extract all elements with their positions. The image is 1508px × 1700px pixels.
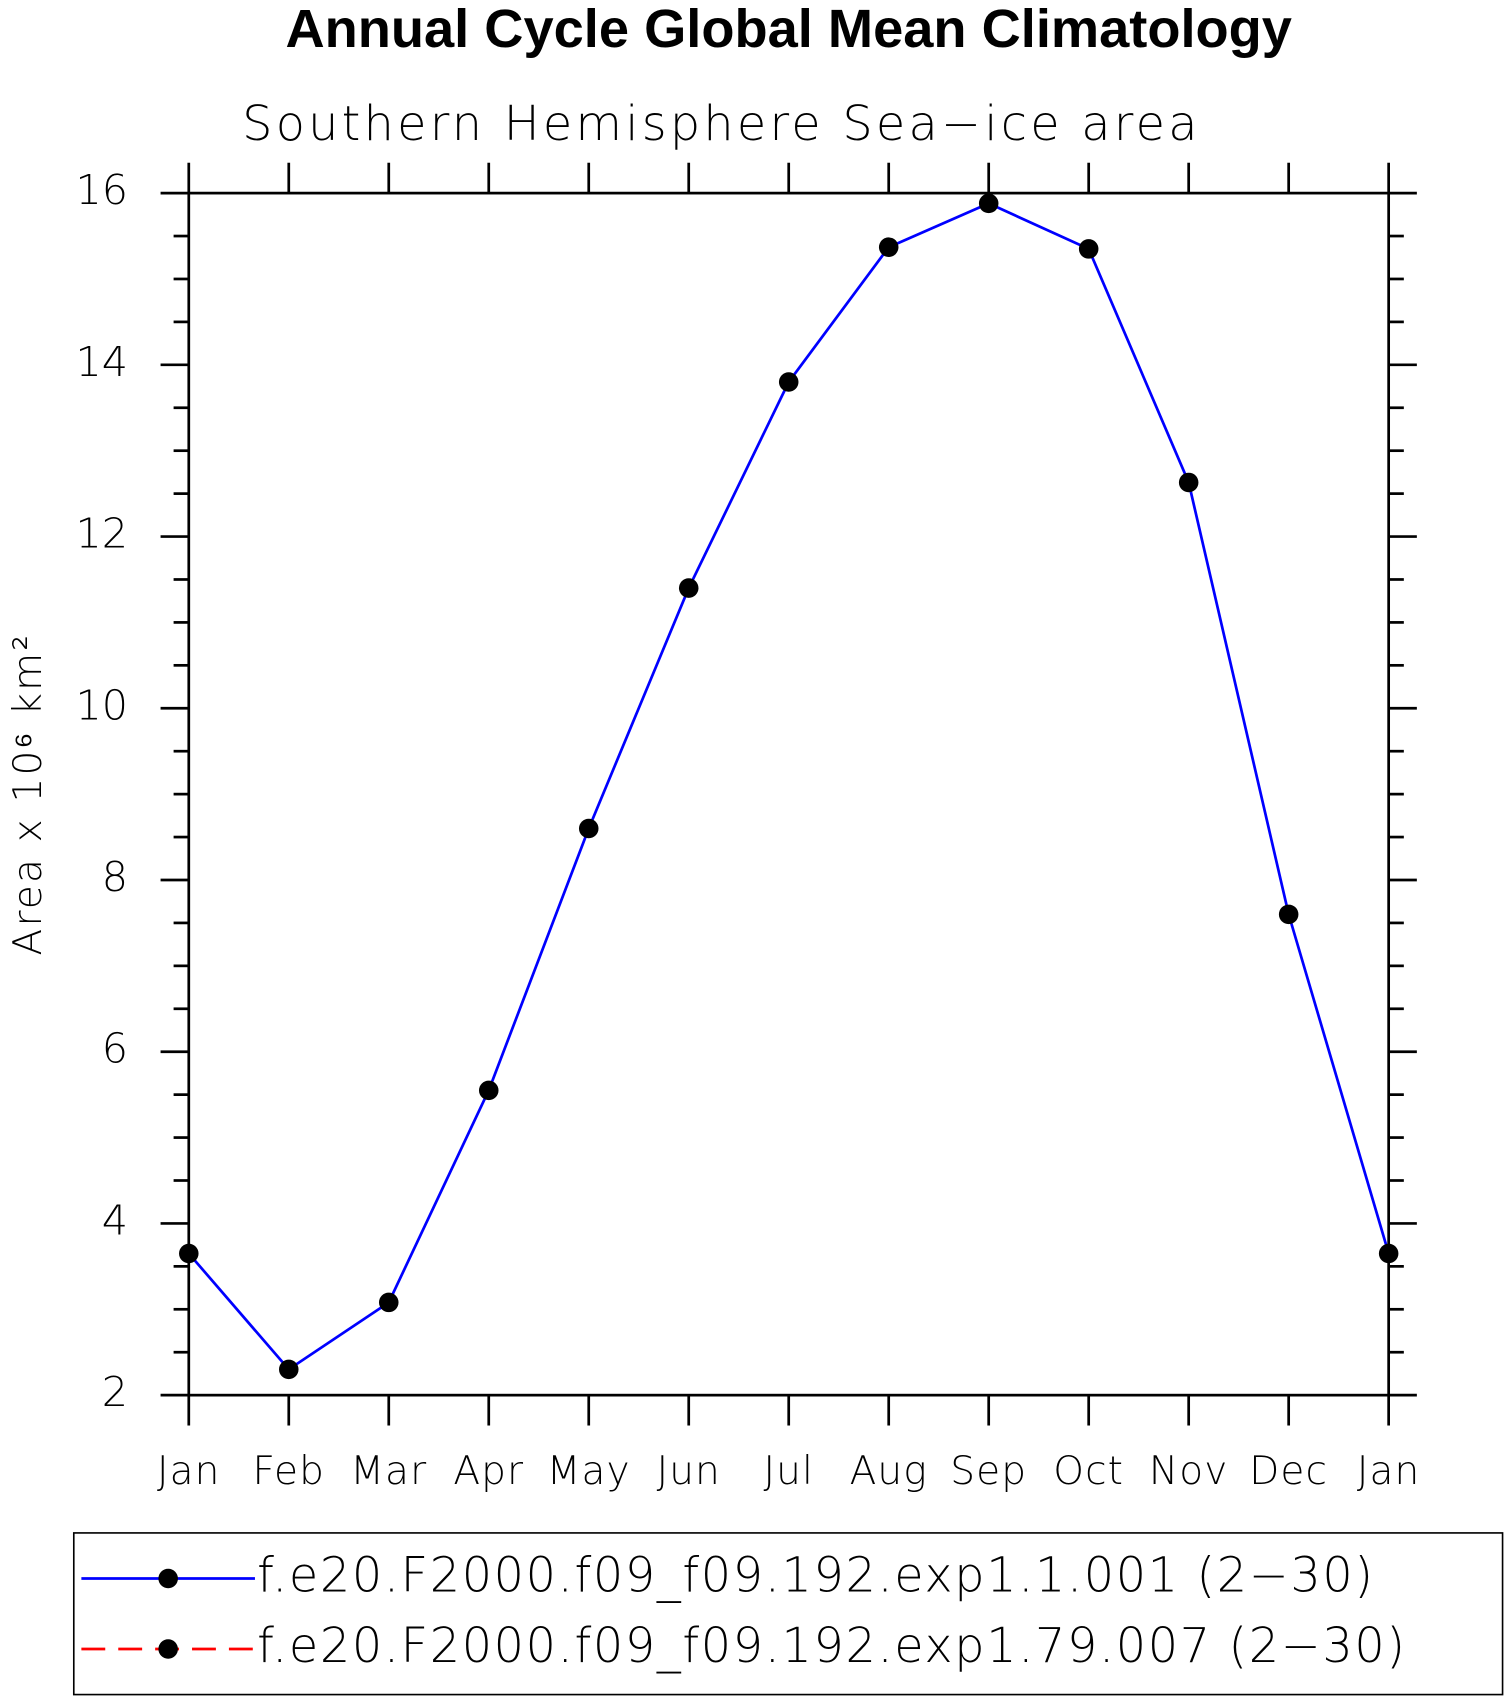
x-tick-label: Jan [157, 1449, 220, 1494]
data-point [1278, 904, 1299, 925]
data-point [478, 1080, 499, 1101]
legend-marker [158, 1639, 178, 1659]
data-point [1378, 1243, 1399, 1264]
legend-label: f.e20.F2000.f09_f09.192.exp1.79.007 (2−3… [257, 1619, 1406, 1674]
chart-subtitle: Southern Hemisphere Sea−ice area [242, 97, 1201, 152]
y-tick-label: 4 [102, 1196, 128, 1244]
x-tick-label: Jun [657, 1449, 721, 1494]
data-point [578, 818, 599, 839]
x-tick-label: Feb [253, 1449, 325, 1494]
legend-box [72, 1532, 1504, 1696]
y-tick-label: 2 [102, 1368, 128, 1416]
data-point [778, 372, 799, 392]
data-point [279, 1359, 299, 1380]
data-point [179, 1243, 199, 1264]
y-tick-label: 8 [102, 853, 128, 901]
x-tick-label: Sep [950, 1449, 1027, 1494]
data-point [678, 578, 699, 598]
data-point [978, 193, 999, 214]
x-tick-label: Jan [1357, 1449, 1420, 1494]
data-point [1178, 472, 1199, 493]
data-point [378, 1292, 399, 1313]
data-point [878, 237, 899, 257]
y-tick-label: 12 [76, 510, 128, 558]
y-tick-label: 14 [76, 338, 128, 386]
data-point [1078, 239, 1099, 259]
x-tick-label: Oct [1053, 1449, 1124, 1494]
legend-marker [158, 1568, 178, 1589]
x-tick-label: May [547, 1449, 631, 1494]
y-tick-label: 16 [76, 166, 128, 214]
x-tick-label: Aug [850, 1449, 928, 1494]
x-tick-label: Jul [764, 1449, 814, 1494]
x-tick-label: Apr [453, 1449, 524, 1494]
y-axis-label: Area x 10⁶ km² [6, 633, 51, 956]
chart-title: Annual Cycle Global Mean Climatology [285, 0, 1292, 59]
x-tick-label: Dec [1249, 1449, 1328, 1494]
y-tick-label: 6 [102, 1025, 128, 1073]
y-tick-label: 10 [76, 681, 128, 729]
x-tick-label: Nov [1149, 1449, 1228, 1494]
x-tick-label: Mar [350, 1449, 427, 1494]
legend-label: f.e20.F2000.f09_f09.192.exp1.1.001 (2−30… [257, 1548, 1375, 1603]
